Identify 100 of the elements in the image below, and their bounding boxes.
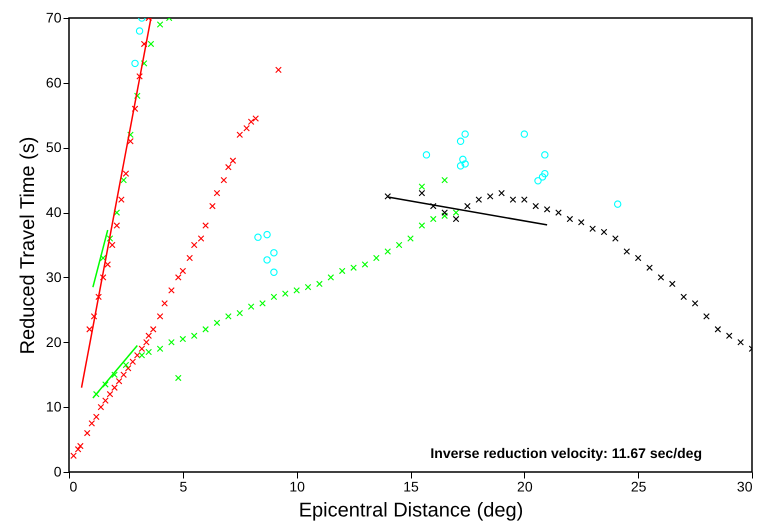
point (498, 190, 505, 196)
point (145, 348, 152, 356)
point (658, 274, 664, 281)
point (111, 384, 118, 391)
point (555, 209, 562, 216)
point (120, 371, 127, 378)
point (418, 183, 426, 190)
point (180, 268, 186, 274)
point (156, 313, 164, 320)
point (544, 206, 550, 213)
point (225, 164, 232, 170)
point (209, 202, 216, 210)
point (145, 332, 152, 340)
point (168, 338, 175, 346)
point (198, 235, 204, 242)
point (156, 21, 164, 28)
point (634, 254, 642, 262)
point (86, 326, 93, 333)
point (174, 274, 182, 281)
point (714, 326, 722, 333)
point (236, 310, 244, 316)
point (214, 190, 220, 196)
x-tick-label: 25 (630, 478, 647, 494)
point (138, 345, 146, 352)
point (407, 235, 414, 242)
point (93, 414, 100, 420)
point (180, 336, 186, 342)
point (532, 202, 540, 210)
point (118, 196, 125, 203)
point (243, 124, 250, 132)
point (254, 234, 262, 241)
point (703, 313, 710, 320)
point (93, 390, 100, 398)
point (541, 151, 549, 159)
point (100, 274, 106, 281)
point (148, 40, 154, 48)
point (104, 261, 111, 268)
point (111, 371, 118, 378)
point (600, 228, 608, 236)
point (150, 326, 157, 333)
point (418, 190, 426, 196)
point (98, 404, 104, 410)
point (338, 268, 346, 274)
point (538, 173, 546, 181)
point (270, 268, 278, 276)
point (202, 222, 209, 229)
point (263, 230, 271, 238)
point (692, 300, 698, 307)
point (102, 397, 109, 404)
x-tick-label: 15 (403, 478, 419, 494)
point (220, 176, 228, 184)
point (190, 242, 198, 248)
point (270, 249, 278, 256)
point (127, 131, 134, 138)
point (623, 248, 630, 255)
point (263, 256, 271, 264)
point (116, 378, 122, 384)
point (70, 452, 77, 460)
point (461, 160, 469, 168)
point (77, 442, 84, 450)
point (541, 170, 549, 178)
point (578, 219, 585, 226)
x-tick-label: 5 (179, 478, 188, 494)
point (737, 338, 744, 346)
point (441, 209, 448, 216)
point (510, 196, 516, 203)
point (106, 390, 114, 398)
y-tick-label: 50 (46, 139, 62, 156)
point (225, 313, 232, 320)
x-tick-label: 10 (289, 478, 306, 494)
x-tick-label: 20 (517, 478, 533, 494)
point (186, 254, 193, 262)
y-tick-label: 0 (54, 464, 62, 480)
point (214, 320, 220, 326)
point (418, 222, 426, 229)
point (100, 254, 106, 262)
point (476, 196, 482, 203)
point (373, 254, 380, 262)
point (132, 106, 138, 112)
point (138, 352, 146, 359)
point (328, 274, 334, 281)
x-tick-label: 30 (736, 478, 753, 494)
point (270, 294, 278, 300)
point (293, 287, 300, 294)
point (127, 138, 134, 145)
point (248, 303, 254, 310)
point (202, 326, 209, 333)
x-axis-title: Epicentral Distance (deg) (298, 500, 524, 522)
point (486, 193, 494, 200)
y-tick-label: 70 (46, 10, 62, 26)
point (95, 294, 102, 300)
y-axis-title: Reduced Travel Time (s) (16, 136, 39, 354)
point (680, 294, 687, 300)
point (88, 420, 96, 427)
point (464, 202, 471, 210)
point (441, 212, 448, 220)
point (441, 176, 448, 184)
y-tick-label: 20 (46, 334, 62, 350)
point (726, 332, 733, 340)
point (122, 170, 130, 177)
